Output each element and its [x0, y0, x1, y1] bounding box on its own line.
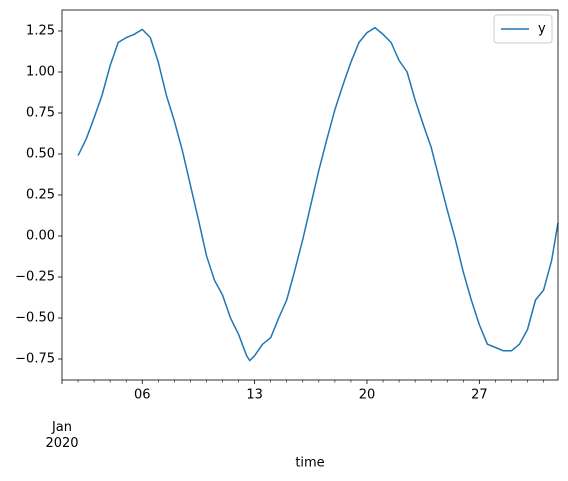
- legend-label: y: [538, 22, 546, 37]
- x-tick-label: 27: [471, 388, 488, 403]
- x-tick-label: 06: [134, 388, 151, 403]
- plot-frame: [61, 9, 559, 381]
- y-tick-label: 0.75: [26, 105, 55, 120]
- y-tick-label: −0.75: [15, 352, 55, 367]
- y-tick-label: 1.00: [26, 64, 55, 79]
- y-tick-label: 0.00: [26, 229, 55, 244]
- y-tick-label: −0.25: [15, 270, 55, 285]
- y-tick-label: 0.25: [26, 188, 55, 203]
- y-tick-label: −0.50: [15, 311, 55, 326]
- x-tick-label: 13: [246, 388, 263, 403]
- x-axis-label: time: [295, 456, 324, 471]
- x-tick-label: Jan 2020: [45, 420, 79, 451]
- x-tick-label: 20: [359, 388, 376, 403]
- y-tick-label: 0.50: [26, 146, 55, 161]
- line: [77, 26, 559, 362]
- y-tick-label: 1.25: [26, 23, 55, 38]
